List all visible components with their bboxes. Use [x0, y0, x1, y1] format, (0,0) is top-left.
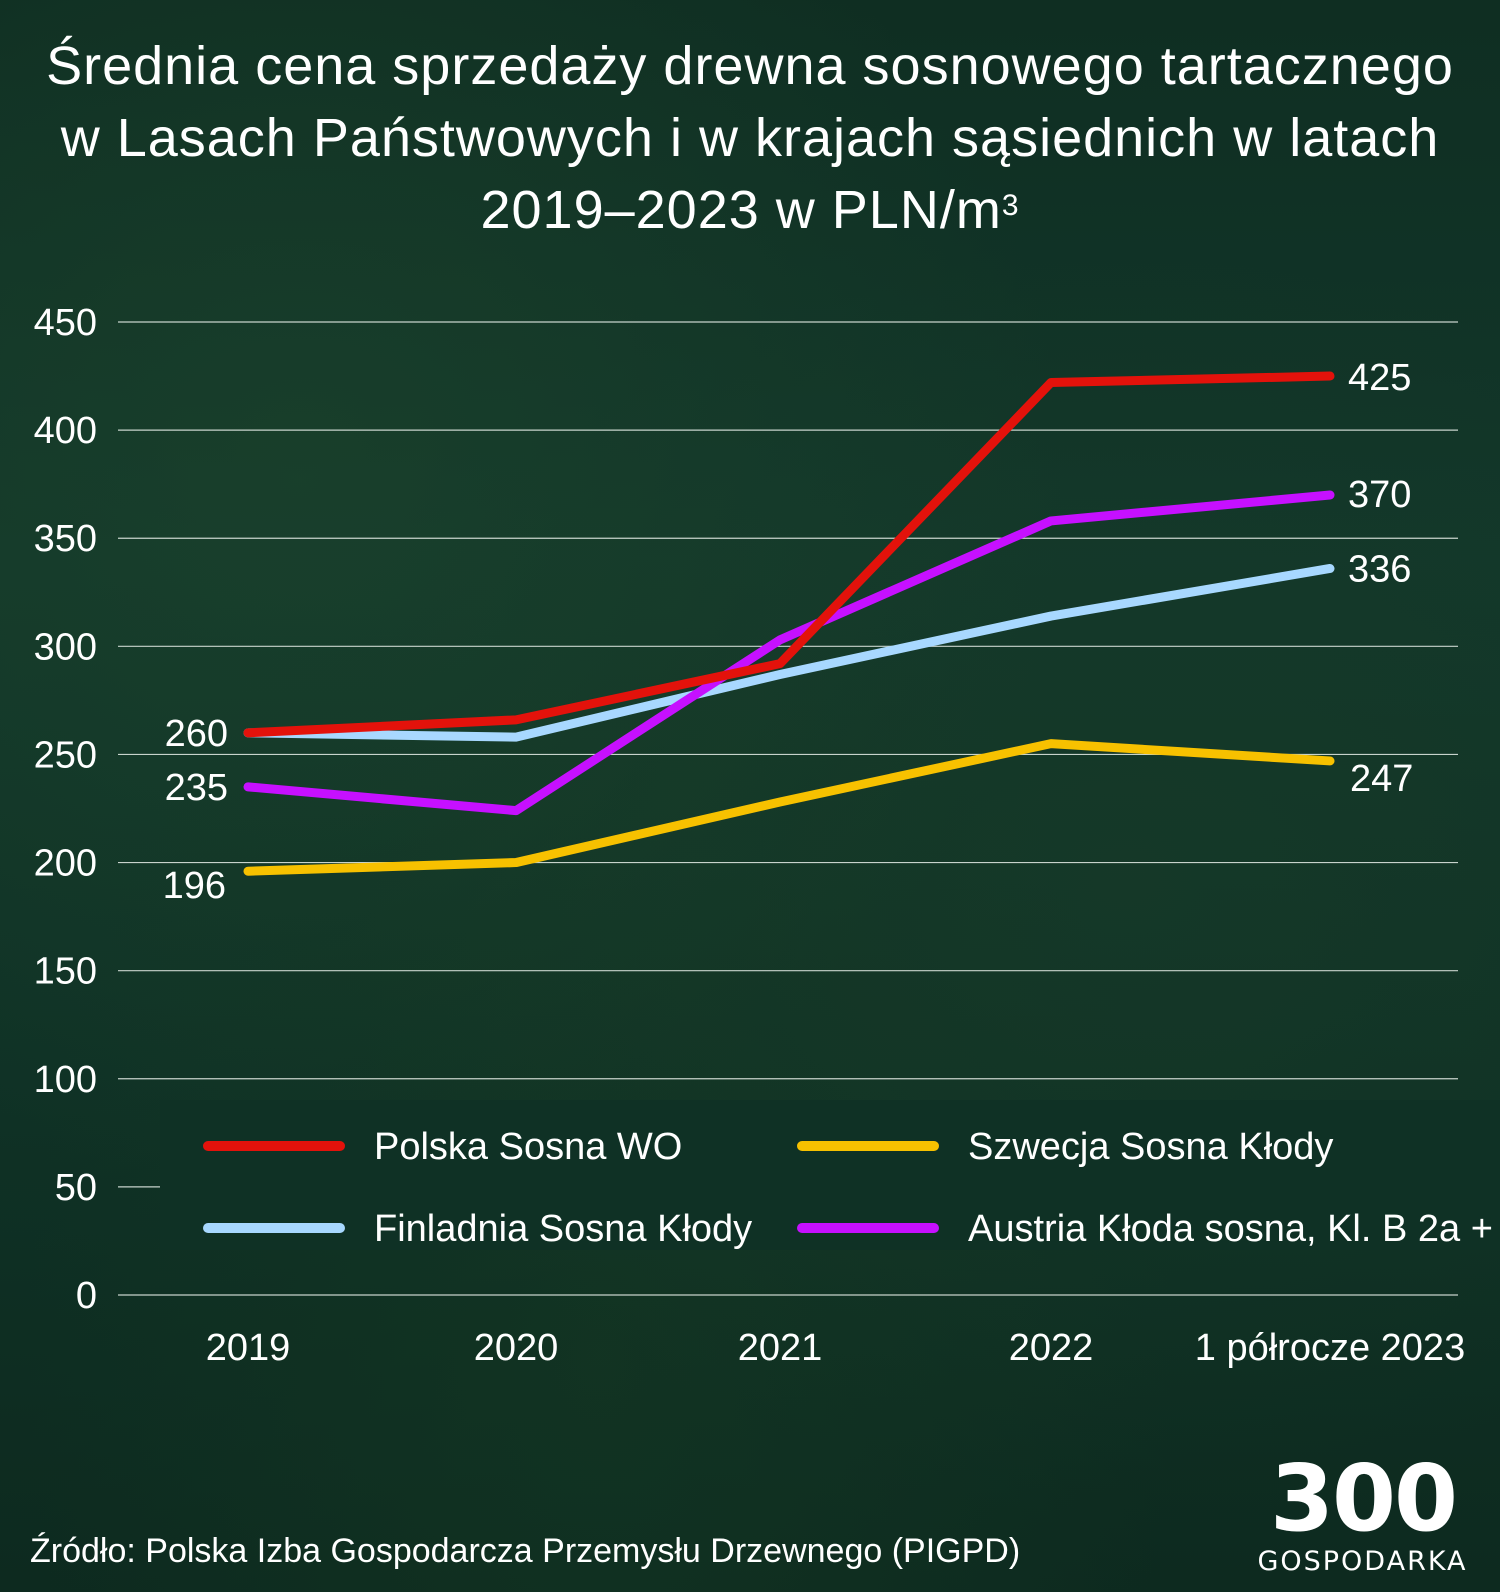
data-label: 235	[165, 767, 228, 809]
y-tick-label: 150	[34, 951, 97, 993]
legend-label: Polska Sosna WO	[374, 1126, 682, 1168]
logo-mark-text: 300	[1270, 1450, 1456, 1540]
series-line-4	[243, 490, 1335, 816]
series-line-2	[243, 739, 1335, 876]
x-axis: 2019 2020 2021 2022 1 półrocze 2023	[206, 1327, 1465, 1369]
data-label: 260	[165, 713, 228, 755]
logo-300-mark: 300	[1270, 1450, 1458, 1540]
legend-label: Finladnia Sosna Kłody	[374, 1208, 752, 1250]
y-tick-label: 300	[34, 626, 97, 668]
series-lines	[243, 371, 1335, 876]
y-tick-label: 0	[76, 1275, 97, 1317]
x-tick-label: 2021	[738, 1327, 823, 1369]
data-label: 196	[163, 865, 226, 907]
logo-wordmark: GOSPODARKA	[1257, 1546, 1468, 1577]
y-tick-label: 200	[34, 843, 97, 885]
data-label: 336	[1348, 548, 1411, 590]
y-tick-label: 250	[34, 734, 97, 776]
source-note: Źródło: Polska Izba Gospodarcza Przemysł…	[30, 1532, 1021, 1570]
logo: 300 GOSPODARKA	[1255, 1450, 1470, 1585]
legend-label: Austria Kłoda sosna, Kl. B 2a +	[968, 1208, 1493, 1250]
legend: Polska Sosna WO Szwecja Sosna Kłody Finlad…	[203, 1126, 1493, 1250]
x-tick-label: 1 półrocze 2023	[1195, 1327, 1465, 1369]
series-line-1	[243, 371, 1335, 738]
y-tick-label: 100	[34, 1059, 97, 1101]
y-tick-label: 350	[34, 518, 97, 560]
legend-label: Szwecja Sosna Kłody	[968, 1126, 1333, 1168]
y-tick-label: 450	[34, 302, 97, 344]
x-tick-label: 2020	[474, 1327, 559, 1369]
data-label: 370	[1348, 474, 1411, 516]
x-tick-label: 2019	[206, 1327, 291, 1369]
chart-title: Średnia cena sprzedaży drewna sosnowego …	[20, 30, 1480, 246]
data-labels: 260 235 196 425 370 336 247	[163, 357, 1414, 907]
y-axis: 0 50 100 150 200 250 300 350 400 450	[34, 302, 97, 1317]
y-tick-label: 400	[34, 410, 97, 452]
chart-title-superscript: 3	[1001, 189, 1020, 222]
data-label: 247	[1350, 758, 1413, 800]
chart-title-text: Średnia cena sprzedaży drewna sosnowego …	[46, 36, 1454, 240]
series-line-3	[243, 563, 1335, 742]
x-tick-label: 2022	[1009, 1327, 1094, 1369]
y-tick-label: 50	[55, 1167, 97, 1209]
data-label: 425	[1348, 357, 1411, 399]
